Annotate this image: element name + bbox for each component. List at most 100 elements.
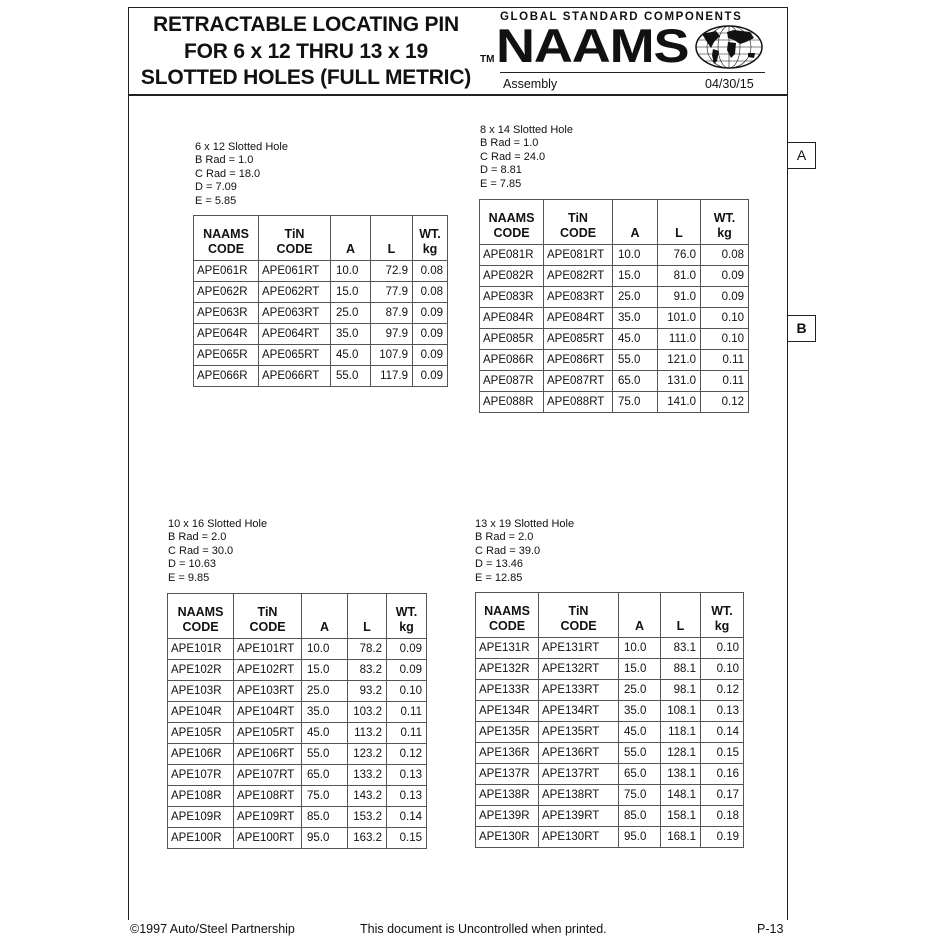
column-header-text: TiN [568,211,588,225]
column-header-text: WT. [713,211,736,225]
l-value: 101.0 [657,307,701,329]
tin-code: APE107RT [233,764,302,786]
a-value: 55.0 [618,742,661,764]
spec-line: C Rad = 18.0 [195,167,261,180]
a-value: 45.0 [330,344,371,366]
naams-code: APE134R [475,700,539,722]
a-value: 85.0 [301,806,348,828]
naams-code: APE083R [479,286,544,308]
column-header-text: L [387,242,396,256]
spec-line: B Rad = 1.0 [480,137,539,150]
l-value: 81.0 [657,265,701,287]
tin-code: APE066RT [258,365,331,387]
hole-spec: 10 x 16 Slotted Hole B Rad = 2.0 C Rad = 3… [168,518,267,585]
naams-code: APE082R [479,265,544,287]
table-row: APE085R APE085RT 45.0 111.0 0.10 [479,328,749,350]
tin-code: APE085RT [543,328,613,350]
l-value: 87.9 [370,302,413,324]
weight: 0.09 [386,659,427,681]
tab-b[interactable]: B [787,315,816,342]
a-value: 10.0 [301,638,348,660]
uncontrolled-notice: This document is Uncontrolled when print… [360,922,607,936]
hole-spec: 13 x 19 Slotted Hole B Rad = 2.0 C Rad = 3… [475,518,574,585]
column-header-text: NAAMS [488,211,535,225]
l-value: 128.1 [660,742,701,764]
column-header: A [612,199,658,245]
weight: 0.09 [700,286,749,308]
document-date: 04/30/15 [705,77,754,91]
l-value: 78.2 [347,638,387,660]
naams-code: APE065R [193,344,259,366]
weight: 0.10 [700,658,744,680]
column-header: TiN CODE [538,592,619,638]
a-value: 25.0 [301,680,348,702]
column-header-text: WT. [711,604,733,618]
tin-code: APE109RT [233,806,302,828]
naams-code: APE061R [193,260,259,282]
spec-line: C Rad = 24.0 [480,150,546,163]
weight: 0.11 [386,701,427,723]
column-header: WT. kg [412,215,448,261]
column-header-text: TiN [284,227,305,241]
trademark-mark: TM [480,54,495,65]
part-table: NAAMS CODE TiN CODE A L WT. kg APE081R APE081RT 10… [479,199,749,413]
l-value: 76.0 [657,244,701,266]
naams-code: APE130R [475,826,539,848]
tin-code: APE102RT [233,659,302,681]
part-table: NAAMS CODE TiN CODE A L WT. kg APE101R APE101RT 10… [167,593,427,849]
table-row: APE106R APE106RT 55.0 123.2 0.12 [167,743,427,765]
a-value: 35.0 [618,700,661,722]
l-value: 108.1 [660,700,701,722]
weight: 0.12 [386,743,427,765]
table-header-row: NAAMS CODE TiN CODE A L WT. kg [479,199,749,245]
weight: 0.14 [386,806,427,828]
a-value: 75.0 [301,785,348,807]
spec-line: E = 5.85 [195,194,237,207]
column-header-text: kg [422,242,438,256]
naams-code: APE135R [475,721,539,743]
a-value: 15.0 [612,265,658,287]
tin-code: APE063RT [258,302,331,324]
l-value: 103.2 [347,701,387,723]
l-value: 123.2 [347,743,387,765]
a-value: 55.0 [330,365,371,387]
table-row: APE103R APE103RT 25.0 93.2 0.10 [167,680,427,702]
tin-code: APE084RT [543,307,613,329]
spec-line: D = 7.09 [195,181,237,194]
globe-icon [695,25,763,69]
weight: 0.11 [700,370,749,392]
column-header-text: kg [714,619,730,633]
column-header: A [330,215,371,261]
l-value: 131.0 [657,370,701,392]
a-value: 65.0 [301,764,348,786]
weight: 0.10 [700,328,749,350]
weight: 0.12 [700,391,749,413]
tin-code: APE135RT [538,721,619,743]
tin-code: APE083RT [543,286,613,308]
part-table: NAAMS CODE TiN CODE A L WT. kg APE131R APE131RT 10… [475,592,744,848]
table-row: APE065R APE065RT 45.0 107.9 0.09 [193,344,448,366]
weight: 0.13 [386,764,427,786]
table-row: APE084R APE084RT 35.0 101.0 0.10 [479,307,749,329]
column-header: L [370,215,413,261]
spec-line: B Rad = 2.0 [168,531,227,544]
tab-a[interactable]: A [787,142,816,169]
column-header: WT. kg [700,199,749,245]
tin-code: APE134RT [538,700,619,722]
naams-code: APE102R [167,659,234,681]
weight: 0.09 [412,323,448,345]
column-header-text: CODE [559,226,597,240]
column-header-text: CODE [207,242,245,256]
tin-code: APE101RT [233,638,302,660]
naams-code: APE066R [193,365,259,387]
a-value: 25.0 [330,302,371,324]
tin-code: APE088RT [543,391,613,413]
weight: 0.09 [412,344,448,366]
title-line: FOR 6 x 12 THRU 13 x 19 [183,39,428,63]
spec-line: C Rad = 30.0 [168,544,234,557]
l-value: 77.9 [370,281,413,303]
a-value: 75.0 [618,784,661,806]
weight: 0.09 [412,302,448,324]
tin-code: APE132RT [538,658,619,680]
a-value: 55.0 [301,743,348,765]
